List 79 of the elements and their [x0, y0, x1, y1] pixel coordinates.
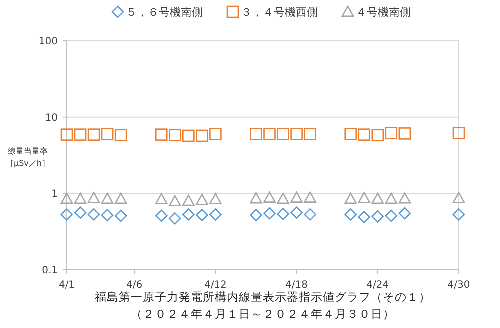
point: [101, 128, 114, 140]
point: [264, 128, 276, 140]
y-tick-label: 100: [38, 36, 58, 48]
point: [210, 193, 222, 204]
point: [155, 193, 168, 204]
point: [114, 129, 128, 142]
x-tick-label: 4/6: [126, 280, 143, 291]
point: [250, 209, 262, 222]
y-tick-label: 10: [45, 112, 58, 124]
point: [182, 208, 195, 221]
point: [60, 192, 74, 204]
point: [304, 128, 316, 140]
point: [344, 192, 358, 204]
point: [385, 210, 398, 222]
y-axis-title: 線量当量率［μSv／h］: [5, 146, 51, 170]
point: [398, 128, 412, 140]
x-tick-label: 4/18: [286, 280, 308, 291]
legend-label: ４号機南側: [356, 6, 411, 19]
point: [60, 208, 74, 221]
point: [182, 194, 195, 206]
point: [88, 128, 100, 141]
point: [358, 128, 371, 141]
point: [168, 129, 182, 142]
point: [344, 128, 358, 140]
point: [182, 130, 195, 142]
point: [74, 128, 87, 141]
point: [250, 192, 262, 204]
y-tick-label: 0.1: [42, 266, 58, 276]
point: [344, 208, 358, 221]
point: [196, 194, 208, 206]
legend-label: ５，６号機南側: [126, 6, 203, 19]
point: [372, 192, 384, 204]
point: [304, 192, 316, 203]
point: [385, 192, 398, 204]
x-tick-label: 4/30: [448, 280, 470, 291]
point: [74, 192, 87, 204]
point: [264, 192, 276, 203]
point: [452, 208, 466, 221]
point: [60, 128, 74, 141]
point: [88, 192, 100, 204]
point: [74, 206, 87, 220]
point: [277, 128, 290, 140]
point: [114, 192, 128, 204]
point: [372, 129, 384, 142]
point: [385, 127, 398, 140]
point: [210, 208, 222, 221]
point: [358, 192, 371, 204]
point: [210, 128, 222, 140]
legend-label: ３，４号機西側: [241, 6, 318, 19]
x-tick-label: 4/1: [58, 280, 76, 291]
y-tick-label: 1: [52, 189, 58, 200]
point: [358, 211, 371, 224]
point: [452, 127, 466, 140]
text: 福島第一原子力発電所構内線量表示器指示値グラフ（その１）: [95, 290, 431, 304]
point: [88, 208, 100, 221]
point: [372, 210, 384, 223]
x-tick-label: 4/12: [204, 280, 227, 291]
point: [290, 206, 303, 220]
point: [277, 208, 290, 220]
x-tick-label: 4/24: [366, 280, 390, 291]
point: [101, 192, 114, 204]
point: [155, 128, 168, 141]
point: [452, 192, 466, 204]
point: [290, 192, 303, 203]
point: [398, 207, 412, 220]
point: [250, 128, 262, 140]
text: （２０２４年４月１日～２０２４年４月３０日）: [131, 307, 395, 321]
point: [290, 128, 303, 140]
point: [264, 207, 276, 220]
point: [196, 209, 208, 222]
point: [304, 208, 316, 221]
point: [101, 209, 114, 222]
point: [168, 212, 182, 225]
point: [155, 210, 168, 222]
point: [114, 210, 128, 222]
point: [168, 195, 182, 207]
point: [277, 192, 290, 204]
point: [398, 192, 412, 204]
point: [196, 130, 208, 142]
